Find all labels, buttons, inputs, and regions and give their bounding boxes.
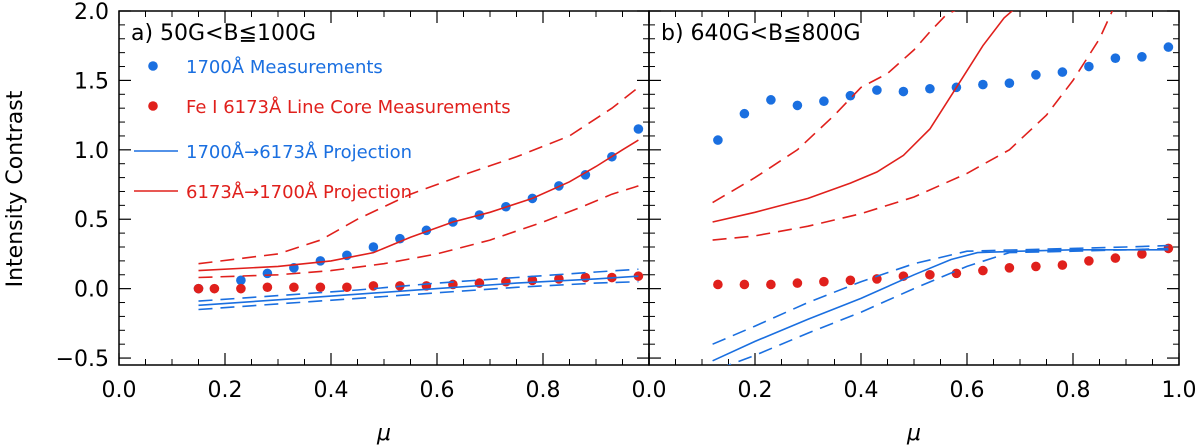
- data-point: [872, 85, 882, 95]
- x-tick-label: 0.4: [314, 378, 349, 403]
- data-point: [633, 271, 644, 281]
- data-point: [633, 124, 644, 134]
- data-point: [1137, 249, 1147, 259]
- projection-line: [198, 139, 639, 272]
- data-point: [766, 279, 776, 290]
- projection-bound-line: [726, 247, 1169, 365]
- data-point: [1004, 263, 1015, 273]
- panel-1: 0.0 0.2 0.4 0.6 0.8 −0.5 0.0 0.5 1.0 1.5 2.0 μ a) 50…: [56, 0, 650, 446]
- x-tick-label: 0.6: [950, 378, 985, 403]
- projection-bound-line: [712, 244, 1169, 345]
- x-tick-label: 0.0: [102, 378, 137, 403]
- panel-2: 0.0 0.2 0.4 0.6 0.8 1.0 μ b) 640G<B≦800G: [632, 10, 1197, 446]
- data-point: [1057, 67, 1068, 77]
- y-axis-label: Intensity Contrast: [3, 90, 28, 287]
- data-point: [236, 275, 246, 286]
- panel-frame: [648, 10, 1180, 366]
- data-point: [739, 108, 750, 119]
- data-point: [289, 282, 299, 293]
- data-point: [819, 96, 829, 107]
- data-point: [739, 279, 750, 290]
- data-point: [713, 135, 723, 145]
- data-point: [1084, 61, 1094, 72]
- data-point: [580, 170, 591, 180]
- legend-label: 1700Å Measurements: [186, 56, 383, 78]
- data-point: [1057, 260, 1068, 270]
- legend-marker: [148, 61, 158, 71]
- data-point: [1031, 70, 1041, 80]
- projection-line: [198, 275, 639, 307]
- data-point: [766, 95, 776, 105]
- data-point: [1084, 256, 1094, 266]
- data-point: [1110, 53, 1121, 63]
- x-tick-label: 0.0: [632, 378, 667, 403]
- data-point: [209, 283, 220, 294]
- data-point: [315, 256, 326, 266]
- x-axis-label: μ: [906, 421, 921, 446]
- data-point: [262, 268, 273, 279]
- x-tick-label: 0.8: [1056, 378, 1091, 403]
- data-point: [951, 268, 962, 279]
- panel-title: a) 50G<B≦100G: [131, 21, 316, 46]
- data-point: [819, 276, 829, 287]
- panel-title: b) 640G<B≦800G: [661, 21, 861, 46]
- data-point: [845, 90, 856, 101]
- data-point: [1110, 253, 1121, 263]
- data-point: [193, 283, 204, 294]
- series-group: [193, 86, 644, 311]
- data-point: [368, 281, 379, 291]
- x-tick-label: 1.0: [1162, 378, 1197, 403]
- panels-layer: 0.0 0.2 0.4 0.6 0.8 −0.5 0.0 0.5 1.0 1.5 2.0 μ a) 50…: [56, 0, 1197, 446]
- data-point: [1163, 42, 1174, 52]
- projection-bound-line: [198, 268, 639, 302]
- projection-bound-line: [198, 86, 639, 265]
- data-point: [1031, 261, 1041, 272]
- data-point: [792, 100, 803, 111]
- legend-label: 1700Å→6173Å Projection: [186, 141, 412, 163]
- y-tick-label: 1.0: [74, 139, 109, 164]
- legend: 1700Å Measurements Fe I 6173Å Line Core M…: [134, 56, 511, 203]
- x-tick-label: 0.6: [420, 378, 455, 403]
- projection-bound-line: [198, 280, 639, 311]
- data-point: [1137, 52, 1147, 62]
- data-point: [713, 279, 723, 290]
- x-tick-label: 0.2: [208, 378, 243, 403]
- data-point: [898, 86, 909, 97]
- data-point: [368, 242, 379, 252]
- projection-bound-line: [712, 11, 956, 204]
- y-tick-label: 2.0: [74, 0, 109, 25]
- projection-line: [712, 249, 1169, 362]
- data-point: [342, 282, 352, 293]
- y-tick-label: 0.0: [74, 278, 109, 303]
- data-point: [978, 265, 988, 276]
- legend-marker: [148, 101, 158, 111]
- data-point: [580, 272, 591, 283]
- data-point: [1004, 78, 1015, 88]
- x-axis-label: μ: [376, 421, 391, 446]
- x-tick-label: 0.2: [738, 378, 773, 403]
- series-group: [712, 11, 1174, 365]
- y-tick-label: −0.5: [56, 347, 109, 372]
- projection-bound-line: [712, 11, 1114, 241]
- data-point: [236, 283, 246, 294]
- legend-label: 6173Å→1700Å Projection: [186, 181, 412, 203]
- projection-line: [712, 11, 1014, 223]
- data-point: [262, 282, 273, 293]
- y-tick-label: 0.5: [74, 208, 109, 233]
- data-point: [925, 83, 935, 94]
- legend-label: Fe I 6173Å Line Core Measurements: [186, 96, 511, 118]
- x-tick-label: 0.8: [526, 378, 561, 403]
- data-point: [792, 278, 803, 288]
- data-point: [845, 275, 856, 286]
- data-point: [872, 274, 882, 284]
- data-point: [925, 269, 935, 280]
- data-point: [315, 282, 326, 293]
- y-tick-label: 1.5: [74, 69, 109, 94]
- projection-bound-line: [198, 185, 639, 279]
- data-point: [978, 79, 988, 90]
- x-tick-label: 0.4: [844, 378, 879, 403]
